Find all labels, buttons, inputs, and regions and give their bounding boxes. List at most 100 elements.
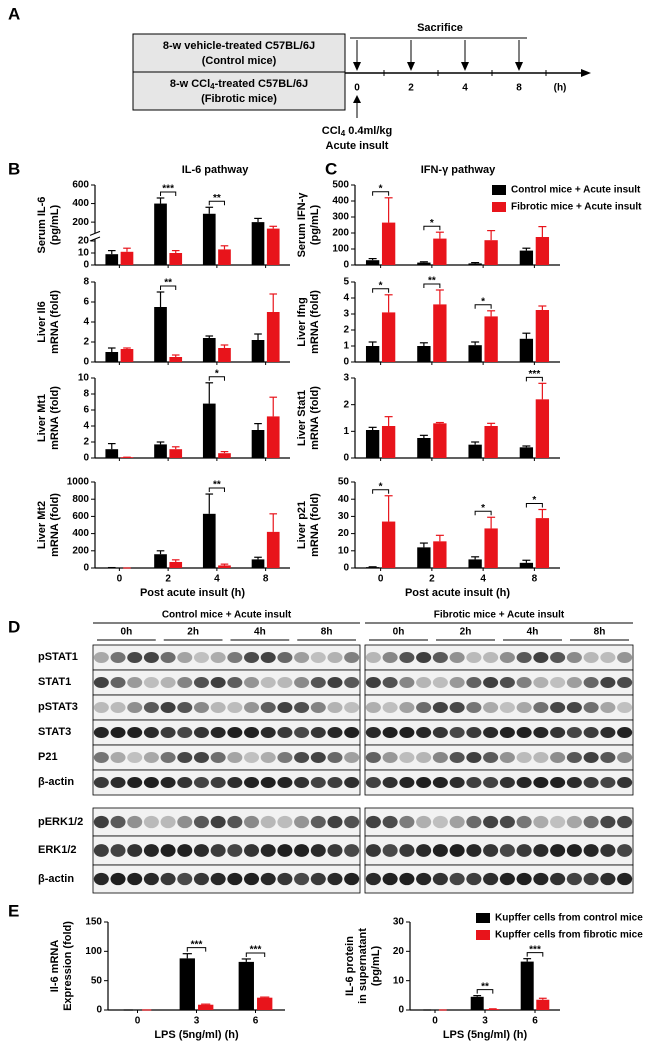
blot-band (383, 816, 398, 828)
blot-band (111, 677, 126, 688)
legend-swatch (492, 202, 506, 212)
bar (218, 249, 231, 265)
blot-band (227, 816, 242, 828)
blot-band (277, 844, 292, 857)
bar (536, 399, 549, 458)
blot-band (483, 702, 498, 713)
blot-band (194, 752, 209, 763)
blot-band (177, 702, 192, 713)
bar (154, 444, 167, 458)
blot-band (161, 777, 176, 788)
bar (267, 532, 280, 568)
x-tick-label: 0 (117, 574, 123, 585)
blot-band (161, 652, 176, 663)
blot-band (450, 702, 465, 713)
bar (366, 430, 379, 458)
significance-label: *** (529, 369, 541, 380)
blot-band (227, 677, 242, 688)
x-axis-label: LPS (5ng/ml) (h) (154, 1029, 239, 1041)
blot-band (600, 652, 615, 663)
blot-band (466, 652, 481, 663)
y-tick-label: 100 (332, 244, 349, 255)
y-tick-label: 10 (393, 975, 405, 986)
blot-band (277, 752, 292, 763)
blot-band (450, 652, 465, 663)
y-tick-label: 10 (78, 248, 90, 259)
blot-band (416, 816, 431, 828)
blot-band (144, 727, 159, 738)
blot-band (450, 844, 465, 857)
bar (169, 562, 182, 568)
y-tick-label: 4 (83, 317, 89, 328)
blot-band (533, 816, 548, 828)
significance-label: ** (213, 193, 221, 204)
bar (468, 345, 481, 362)
blot-band (211, 844, 226, 857)
blot-band (94, 702, 109, 713)
bar (203, 404, 216, 458)
significance-label: * (379, 183, 383, 194)
blot-band (383, 702, 398, 713)
bar (484, 316, 497, 362)
blot-band (366, 873, 381, 885)
y-tick-label: 2 (83, 437, 89, 448)
blot-band (617, 702, 632, 713)
blot-band (567, 702, 582, 713)
bar (382, 223, 395, 265)
bar (433, 304, 446, 362)
blot-band (127, 816, 142, 828)
bar (468, 559, 481, 568)
x-axis-label: Post acute insult (h) (405, 587, 510, 599)
blot-band (399, 677, 414, 688)
blot-band (366, 816, 381, 828)
blot-band (311, 816, 326, 828)
blot-band (483, 652, 498, 663)
y-axis-label: mRNA (fold) (309, 386, 321, 450)
x-tick-label: 4 (214, 574, 220, 585)
blot-band (466, 702, 481, 713)
blot-band (227, 752, 242, 763)
blot-band (177, 752, 192, 763)
blot-band (344, 677, 359, 688)
bar (105, 254, 118, 265)
timepoint: 4 (462, 83, 468, 94)
blot-band (161, 677, 176, 688)
blot-band (227, 873, 242, 885)
blot-band (416, 777, 431, 788)
blot-band (533, 677, 548, 688)
blot-band (366, 727, 381, 738)
bar (382, 522, 395, 568)
blot-band (466, 777, 481, 788)
time-unit: (h) (554, 83, 567, 94)
blot-time-label: 0h (393, 627, 405, 638)
blot-row-label: β-actin (38, 873, 74, 885)
blot-band (94, 777, 109, 788)
blot-band (584, 844, 599, 857)
blot-band (277, 873, 292, 885)
blot-band (500, 652, 515, 663)
y-tick-label: 3 (343, 373, 349, 384)
group-label: 8-w vehicle-treated C57BL/6J (163, 40, 315, 52)
blot-band (177, 873, 192, 885)
bar (366, 260, 379, 265)
bar (520, 447, 533, 458)
text-part: -treated C57BL/6J (215, 78, 309, 90)
arrowhead (353, 95, 361, 103)
significance-label: * (481, 296, 485, 307)
blot-band (533, 873, 548, 885)
y-tick-label: 4 (83, 421, 89, 432)
blot-band (584, 652, 599, 663)
blot-band (344, 652, 359, 663)
y-tick-label: 5 (343, 277, 349, 288)
blot-band (211, 702, 226, 713)
bar (536, 237, 549, 265)
blot-band (500, 873, 515, 885)
blot-band (144, 702, 159, 713)
blot-band (177, 727, 192, 738)
blot-time-label: 4h (254, 627, 266, 638)
y-axis-label: mRNA (fold) (309, 290, 321, 354)
y-tick-label: 2 (343, 325, 349, 336)
y-tick-label: 10 (338, 545, 350, 556)
blot-band (366, 652, 381, 663)
blot-band (617, 777, 632, 788)
